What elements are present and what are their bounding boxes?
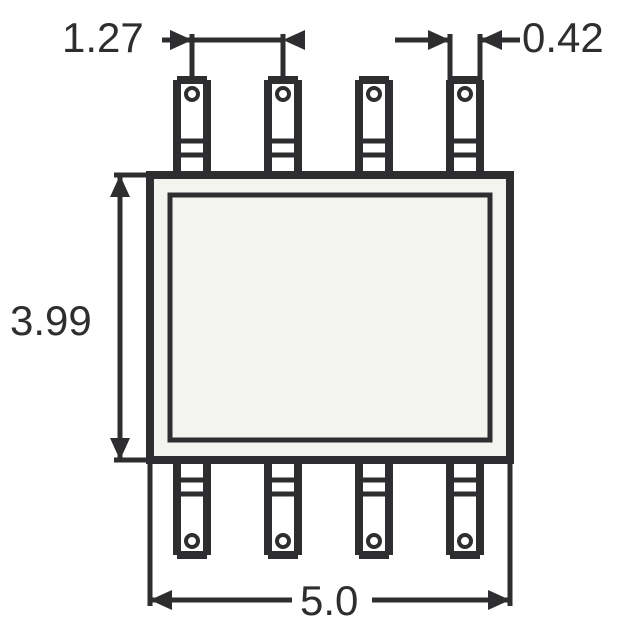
- pin-hole: [277, 535, 289, 547]
- dim-width-label: 5.0: [300, 577, 358, 624]
- pin-hole: [186, 88, 198, 100]
- dim-height-label: 3.99: [10, 297, 92, 344]
- pin-hole: [368, 88, 380, 100]
- pin-hole: [459, 535, 471, 547]
- arrow-head: [480, 30, 502, 50]
- pin-hole: [277, 88, 289, 100]
- pin-hole: [459, 88, 471, 100]
- arrow-head: [110, 175, 130, 197]
- arrow-head: [150, 590, 172, 610]
- arrow-head: [488, 590, 510, 610]
- ic-body-outer: [150, 175, 510, 460]
- arrow-head: [283, 30, 305, 50]
- dim-pinwidth-label: 0.42: [522, 14, 604, 61]
- package-drawing: 1.27 0.42 3.99 5.0: [0, 0, 640, 640]
- arrow-head: [428, 30, 450, 50]
- arrow-head: [110, 438, 130, 460]
- pin-hole: [186, 535, 198, 547]
- pin-hole: [368, 535, 380, 547]
- dim-pitch-label: 1.27: [62, 14, 144, 61]
- arrow-head: [170, 30, 192, 50]
